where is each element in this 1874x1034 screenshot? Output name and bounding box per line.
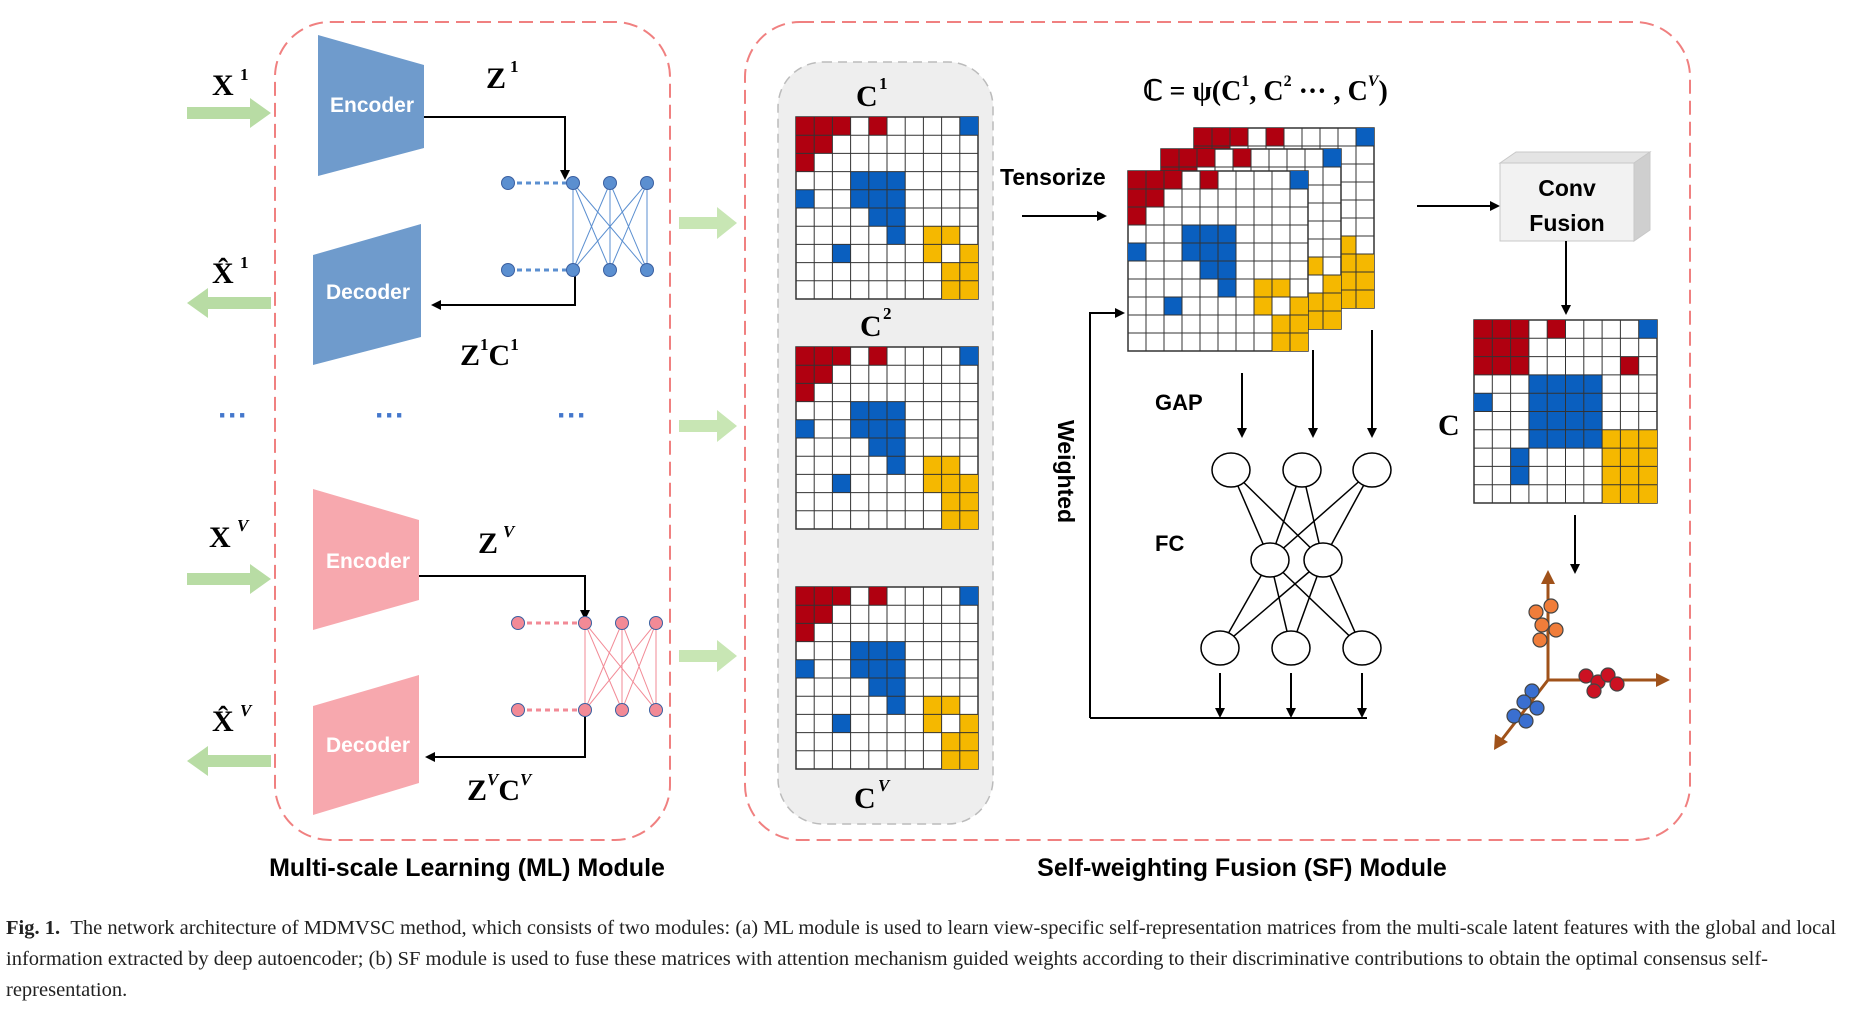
fc-label: FC <box>1155 531 1184 556</box>
output-label-view1: X̂ <box>212 257 234 290</box>
figure-caption: Fig. 1. The network architecture of MDMV… <box>6 913 1868 1006</box>
weighted-feedback-arrow <box>1089 308 1125 718</box>
conv-box-top <box>1498 151 1652 164</box>
matrix-cv-label: C <box>854 782 876 815</box>
input-label-view1: X <box>212 69 234 102</box>
ml-module-frame <box>274 21 671 841</box>
ellipsis-2: ··· <box>375 399 405 432</box>
encoder-viewV <box>313 489 419 630</box>
encoder-viewV-label: Encoder <box>326 550 410 573</box>
sf-module-frame <box>744 21 1691 841</box>
matrix-c1 <box>795 116 979 300</box>
ellipsis-3: ··· <box>557 399 587 432</box>
arrow-net-dec-viewV <box>425 712 586 762</box>
to-matrix-arrow-2 <box>679 410 737 442</box>
matrix-c2-sup: 2 <box>883 304 892 323</box>
encoder-view1 <box>318 35 424 176</box>
matrix-c2-label: C <box>860 310 882 343</box>
arrow-enc-net-viewV <box>419 575 590 620</box>
matrix-cv <box>795 586 979 770</box>
weighted-label: Weighted <box>1053 420 1079 523</box>
matrix-c2 <box>795 346 979 530</box>
caption-fig-label: Fig. 1. <box>6 917 61 939</box>
output-sup-viewV: V <box>240 701 253 720</box>
recon-label-view1: Z1C1 <box>460 335 519 372</box>
ml-module-title: Multi-scale Learning (ML) Module <box>269 854 665 882</box>
encoder-view1-label: Encoder <box>330 94 414 117</box>
gap-label: GAP <box>1155 390 1203 415</box>
input-sup-view1: 1 <box>240 65 249 84</box>
conv-label-line1: Conv <box>1538 175 1596 201</box>
consensus-matrix <box>1473 319 1658 504</box>
matrix-c1-sup: 1 <box>879 74 888 93</box>
matrix-c1-label: C <box>856 80 878 113</box>
self-expression-network-view1 <box>501 176 654 277</box>
output-label-viewV: X̂ <box>212 705 234 738</box>
decoder-view1-label: Decoder <box>326 281 410 304</box>
arrow-enc-net-view1 <box>424 116 570 180</box>
matrix-cv-sup: V <box>878 776 891 795</box>
fusion-formula: ℂ = ψ(C1, C2 ··· , CV) <box>1143 73 1388 107</box>
latent-label-view1: Z <box>486 62 506 95</box>
architecture-diagram: Encoder Decoder X 1 X̂ 1 Z 1 Z1C1 ··· ··… <box>187 21 1691 882</box>
self-expression-network-viewV <box>511 616 663 717</box>
input-arrow-viewV <box>187 564 271 594</box>
to-matrix-arrow-3 <box>679 640 737 672</box>
sf-module-title: Self-weighting Fusion (SF) Module <box>1037 854 1447 882</box>
latent-sup-view1: 1 <box>510 57 519 76</box>
output-c-label: C <box>1438 409 1460 442</box>
to-matrix-arrow-1 <box>679 207 737 239</box>
fc-network <box>1200 452 1392 666</box>
output-sup-view1: 1 <box>240 253 249 272</box>
decoder-viewV-label: Decoder <box>326 734 410 757</box>
tensorize-label: Tensorize <box>1000 164 1106 190</box>
output-arrow-view1 <box>187 288 271 318</box>
caption-text: The network architecture of MDMVSC metho… <box>6 917 1837 1001</box>
cluster-plot <box>1494 570 1670 750</box>
input-sup-viewV: V <box>237 516 250 535</box>
input-arrow-view1 <box>187 98 271 128</box>
decoder-view1 <box>313 224 421 365</box>
latent-label-viewV: Z <box>478 527 498 560</box>
conv-label-line2: Fusion <box>1529 210 1604 236</box>
latent-sup-viewV: V <box>503 522 516 541</box>
tensor-stack <box>1127 127 1375 352</box>
output-arrow-viewV <box>187 746 271 776</box>
ellipsis-1: ··· <box>218 399 248 432</box>
input-label-viewV: X <box>209 521 231 554</box>
conv-box-side <box>1633 151 1651 242</box>
arrow-net-dec-view1 <box>431 270 576 310</box>
decoder-viewV <box>313 675 419 815</box>
recon-label-viewV: ZVCV <box>467 770 533 807</box>
